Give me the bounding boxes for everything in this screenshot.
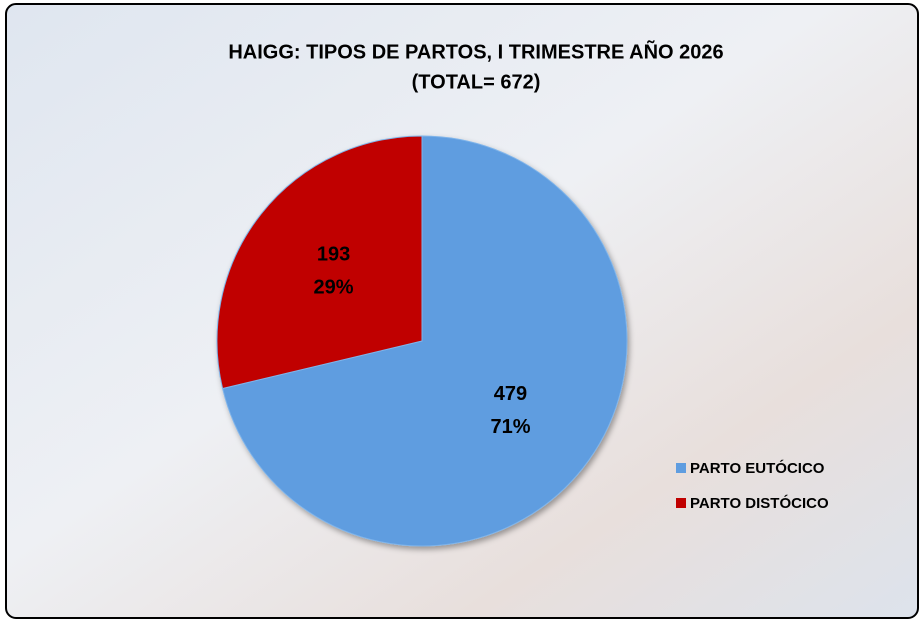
labels: 479 71% 193 29% PARTO EUTÓCICO PARTO DISTÓCIC… xyxy=(314,243,829,512)
legend-swatch xyxy=(676,498,686,508)
pie xyxy=(216,135,628,547)
data-label-percent: 29% xyxy=(314,276,354,298)
legend-label: PARTO DISTÓCICO xyxy=(690,494,829,512)
chart-title: HAIGG: TIPOS DE PARTOS, I TRIMESTRE AÑO … xyxy=(228,40,723,63)
data-label: 193 xyxy=(317,243,350,265)
legend-swatch xyxy=(676,463,686,473)
data-label: 479 xyxy=(494,383,527,405)
legend-label: PARTO EUTÓCICO xyxy=(690,459,825,477)
pie-slice xyxy=(221,135,628,547)
chart-subtitle: (TOTAL= 672) xyxy=(412,71,541,93)
data-label-percent: 71% xyxy=(490,416,530,438)
pie-slice xyxy=(216,135,423,390)
